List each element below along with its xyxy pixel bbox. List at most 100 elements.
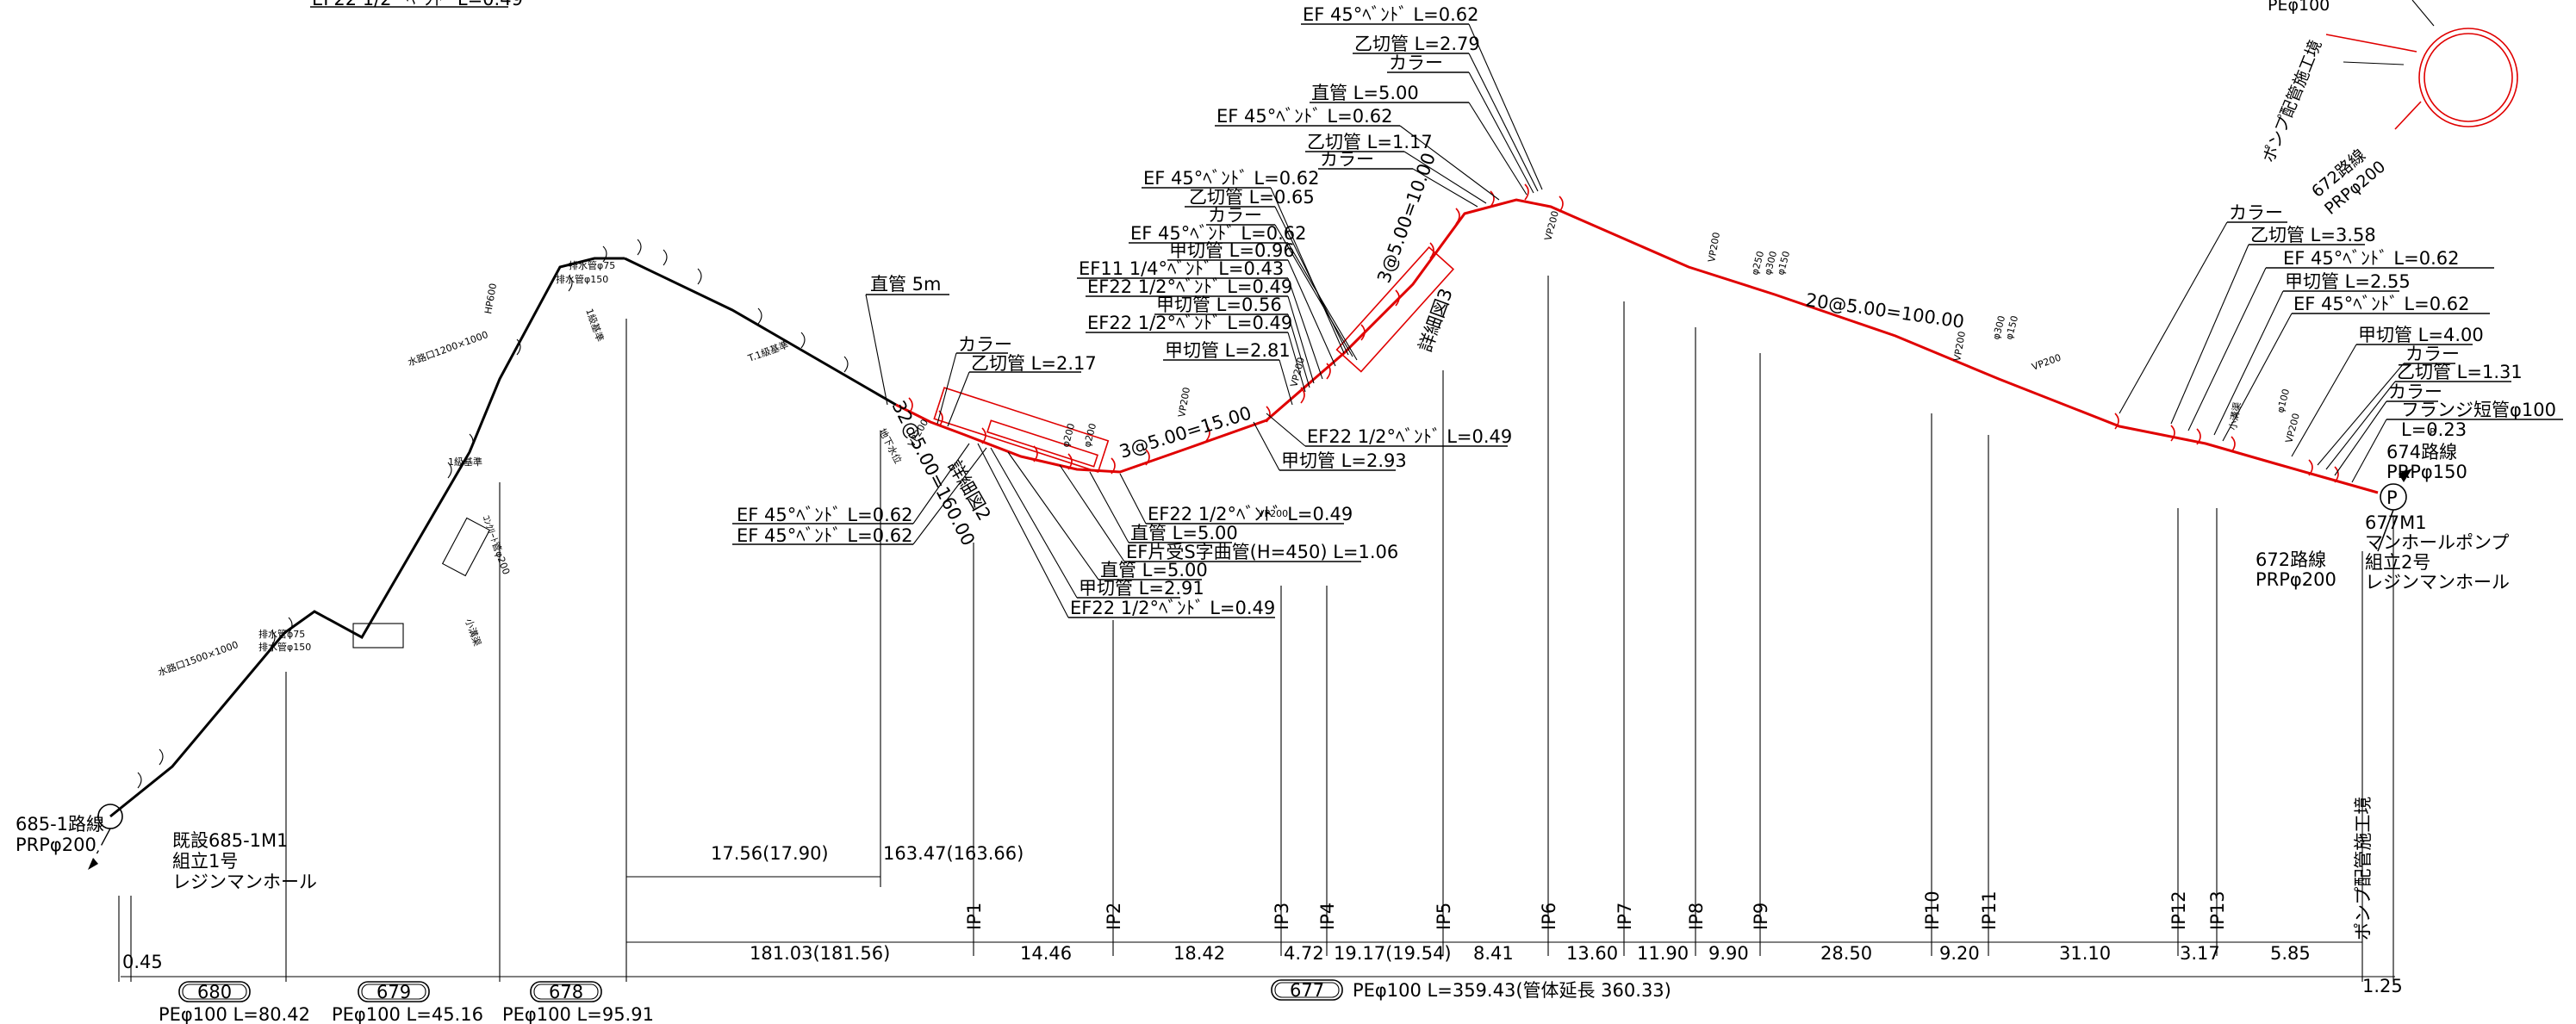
ip-label-3: IP3 [1272, 903, 1292, 930]
callout-mid-upper-9: 甲切管 L=2.81 [1165, 340, 1291, 361]
lower-dim-5: 19.17(19.54) [1334, 943, 1452, 964]
pipe-section-spec: PEφ100 L=95.91 [502, 1004, 654, 1024]
inset-detail: PEφ100 ポンプ配管施工境 672路線 PRPφ200 [2259, 0, 2518, 219]
small-label-9: T.1級基準 [745, 338, 790, 364]
upper-dim-0: 17.56(17.90) [711, 843, 829, 864]
ip-label-11: IP11 [1979, 891, 2000, 930]
start-pipe: PRPφ200 [16, 835, 96, 855]
small-annotations: 排水管φ75 排水管φ150 水路口1500×1000 排水管φ75 排水管φ1… [157, 209, 2436, 678]
callout-group-lower: EF22 1/2°ﾍﾞﾝﾄﾞ L=0.49 直管 L=5.00 EF片受S字曲管… [977, 443, 1398, 618]
callout-group-top: EF 45°ﾍﾞﾝﾄﾞ L=0.62 乙切管 L=2.79 カラー 直管 L=5… [1215, 4, 1543, 208]
inset-pe: PEφ100 [2268, 0, 2330, 15]
end-type2: レジンマンホール [2365, 572, 2510, 593]
callout-group-left: EF 45°ﾍﾞﾝﾄﾞ L=0.62 EF 45°ﾍﾞﾝﾄﾞ L=0.62 [732, 443, 987, 546]
pipe-section-spec: PEφ100 L=45.16 [332, 1004, 483, 1024]
small-label-2: 水路口1500×1000 [157, 639, 240, 679]
callout-right-9: フランジ短管φ100 [2401, 400, 2556, 420]
end-pipe-out: PRPφ200 [2256, 569, 2336, 590]
segment-label-s2: 3@5.00=10.00 [1373, 150, 1440, 285]
callout-lower-4: 甲切管 L=2.91 [1079, 578, 1204, 599]
lower-dim-10: 28.50 [1820, 943, 1872, 964]
lower-dim-0: 0.45 [122, 952, 163, 972]
existing-pipe [109, 239, 897, 818]
ip-label-9: IP9 [1751, 903, 1771, 930]
callout-group-mid-lower: EF22 1/2°ﾍﾞﾝﾄﾞ L=0.49 甲切管 L=2.93 [1253, 413, 1512, 471]
callout-right-1: 乙切管 L=3.58 [2250, 225, 2376, 245]
lower-dim-11: 9.20 [1939, 943, 1980, 964]
callout-right-5: 甲切管 L=4.00 [2358, 325, 2484, 345]
start-node-labels: 685-1路線 PRPφ200 既設685-1M1 組立1号 レジンマンホール [16, 814, 317, 892]
start-type: レジンマンホール [172, 872, 317, 892]
small-label-16: VP200 [1951, 331, 1968, 363]
pump-symbol: P [2386, 487, 2398, 508]
callout-mid-upper-5: EF11 1/4°ﾍﾞﾝﾄﾞ L=0.43 [1079, 258, 1284, 279]
ip-label-5: IP5 [1434, 903, 1454, 930]
pipe-section-677: 677 PEφ100 L=359.43(管体延長 360.33) [1271, 979, 1671, 1001]
pipe-section-id: 677 [1290, 980, 1324, 1001]
detail-label-1: 詳細図3 [1415, 286, 1457, 355]
callout-left-1: EF 45°ﾍﾞﾝﾄﾞ L=0.62 [737, 525, 912, 546]
callout-group-mid-upper: EF 45°ﾍﾞﾝﾄﾞ L=0.62 乙切管 L=0.65 カラー EF 45°… [1077, 168, 1358, 406]
pump-manhole: P [2377, 469, 2412, 552]
pipe-section-id: 680 [197, 982, 232, 1002]
lower-dim-15: 1.25 [2362, 976, 2403, 996]
start-manhole [88, 804, 123, 870]
start-name: 既設685-1M1 [172, 830, 289, 851]
callout-top-1: 乙切管 L=2.79 [1354, 34, 1480, 54]
ip-label-4: IP4 [1317, 903, 1338, 930]
small-label-0: 排水管φ75 [569, 259, 615, 271]
callout-top-5: 乙切管 L=1.17 [1307, 132, 1433, 152]
lower-dim-14: 5.85 [2270, 943, 2311, 964]
pipe-section-id: 678 [549, 982, 583, 1002]
callout-mid-upper-6: EF22 1/2°ﾍﾞﾝﾄﾞ L=0.49 [1087, 276, 1292, 297]
small-label-8: 水路口1200×1000 [407, 329, 490, 369]
small-label-3: 排水管φ75 [258, 628, 305, 640]
callout-upper-left-0: 直管 5m [870, 274, 942, 295]
ip-label-8: IP8 [1686, 903, 1707, 930]
callout-top-3: 直管 L=5.00 [1311, 83, 1419, 103]
top-partial-callout: EF22 1/2° ﾍﾞﾝﾄﾞ L=0.49 [310, 0, 523, 9]
callout-right-10: L=0.23 [2401, 419, 2467, 440]
pipe-section-679: 679 PEφ100 L=45.16 [332, 981, 483, 1024]
small-label-12: VP200 [1258, 508, 1288, 519]
top-partial-label: EF22 1/2° ﾍﾞﾝﾄﾞ L=0.49 [312, 0, 523, 9]
lower-dim-4: 4.72 [1284, 943, 1324, 964]
small-label-15: VP200 [1706, 232, 1722, 264]
pipe-section-680: 680 PEφ100 L=80.42 [159, 981, 310, 1024]
lower-dim-12: 31.10 [2059, 943, 2111, 964]
callout-lower-5: EF22 1/2°ﾍﾞﾝﾄﾞ L=0.49 [1070, 598, 1275, 618]
lower-dim-7: 13.60 [1566, 943, 1618, 964]
small-label-5: 1級基準 [583, 307, 607, 343]
callout-mid-upper-7: 甲切管 L=0.56 [1156, 295, 1282, 315]
callout-mid-upper-1: 乙切管 L=0.65 [1189, 187, 1315, 208]
callout-top-0: EF 45°ﾍﾞﾝﾄﾞ L=0.62 [1303, 4, 1478, 25]
pipe-sections: 680 PEφ100 L=80.42 679 PEφ100 L=45.16 67… [159, 979, 1671, 1024]
callout-left-0: EF 45°ﾍﾞﾝﾄﾞ L=0.62 [737, 505, 912, 525]
upper-dim-1: 163.47(163.66) [883, 843, 1024, 864]
ip-label-2: IP2 [1104, 903, 1124, 930]
lower-dim-1: 181.03(181.56) [750, 943, 890, 964]
callout-top-6: カラー [1320, 149, 1374, 170]
small-label-11: VP200 [1176, 387, 1192, 419]
callout-group-right: カラー 乙切管 L=3.58 EF 45°ﾍﾞﾝﾄﾞ L=0.62 甲切管 L=… [2119, 202, 2563, 483]
ip-label-1: IP1 [964, 903, 985, 930]
callout-right-4: EF 45°ﾍﾞﾝﾄﾞ L=0.62 [2293, 294, 2469, 314]
ip-label-7: IP7 [1615, 903, 1635, 930]
start-assembly: 組立1号 [172, 851, 238, 872]
callout-mid-lower-0: EF22 1/2°ﾍﾞﾝﾄﾞ L=0.49 [1307, 426, 1512, 447]
small-label-26: ｺﾝｸﾘｰﾄ管φ200 [480, 513, 513, 576]
callout-lower-3: 直管 L=5.00 [1100, 560, 1208, 580]
callout-lower-1: 直管 L=5.00 [1130, 523, 1238, 543]
start-route: 685-1路線 [16, 814, 104, 835]
callout-right-7: 乙切管 L=1.31 [2397, 362, 2523, 382]
end-route-in: 674路線 [2386, 442, 2457, 462]
end-assembly: 組立2号 [2365, 552, 2430, 573]
small-label-29: VP200 [1542, 209, 1561, 241]
ip-labels: IP1 IP2 IP3 IP4 IP5 IP6 IP7 IP8 IP9 IP10… [964, 797, 2374, 940]
ip-label-10: IP10 [1922, 891, 1943, 930]
callout-right-3: 甲切管 L=2.55 [2285, 271, 2411, 292]
ip-label-12: IP12 [2168, 891, 2189, 930]
callout-mid-upper-8: EF22 1/2°ﾍﾞﾝﾄﾞ L=0.49 [1087, 313, 1292, 333]
small-label-14: φ200 [1081, 422, 1098, 449]
